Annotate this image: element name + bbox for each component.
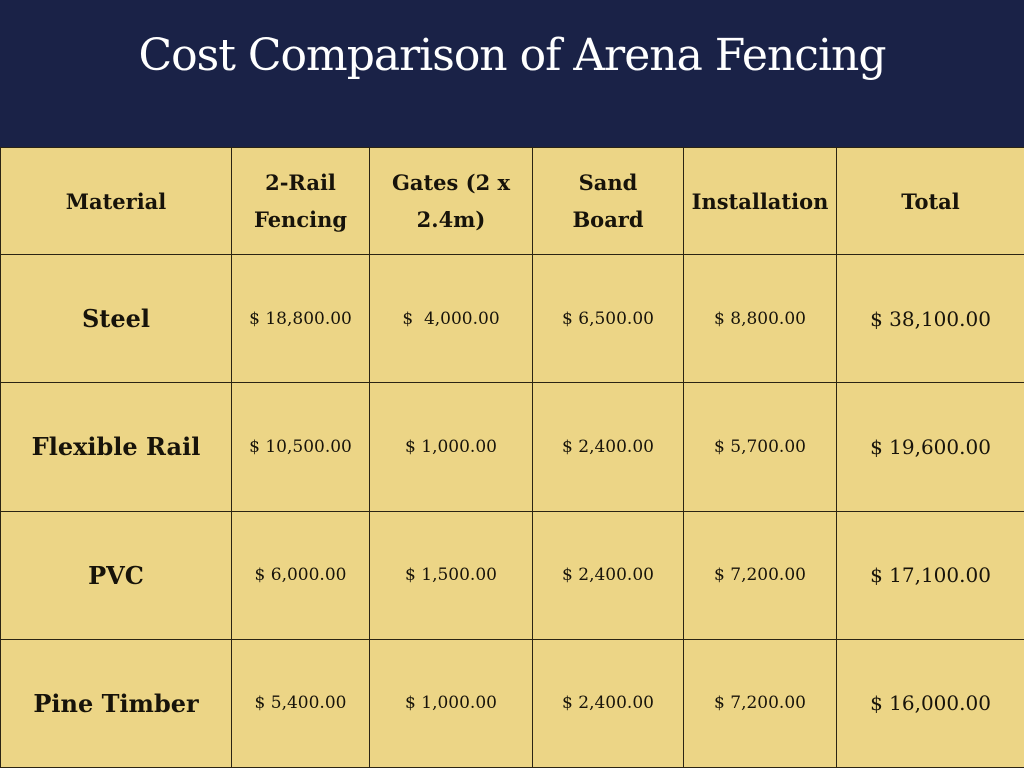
header-installation: Installation (683, 147, 837, 255)
table-row: Steel $ 18,800.00 $ 4,000.00 $ 6,500.00 … (0, 253, 1024, 384)
installation-cost-cell: $ 7,200.00 (683, 638, 837, 768)
rail-cost-cell: $ 18,800.00 (231, 253, 370, 384)
sand-board-cost-cell: $ 2,400.00 (532, 510, 684, 640)
header-sand-board: Sand Board (532, 147, 684, 255)
table-row: Pine Timber $ 5,400.00 $ 1,000.00 $ 2,40… (0, 638, 1024, 768)
installation-cost-cell: $ 8,800.00 (683, 253, 837, 384)
total-cost-cell: $ 19,600.00 (836, 382, 1024, 512)
header-material: Material (0, 147, 232, 255)
header-sand-board-label: Sand Board (572, 170, 644, 232)
rail-cost-cell: $ 10,500.00 (231, 382, 370, 512)
material-cell: Pine Timber (0, 638, 232, 768)
header-gates: Gates (2 x 2.4m) (369, 147, 533, 255)
sand-board-cost-cell: $ 6,500.00 (532, 253, 684, 384)
material-cell: PVC (0, 510, 232, 640)
header-gates-label: Gates (2 x 2.4m) (391, 170, 511, 232)
header-row: Material 2-Rail Fencing Gates (2 x 2.4m)… (0, 147, 1024, 255)
material-cell: Flexible Rail (0, 382, 232, 512)
rail-cost-cell: $ 6,000.00 (231, 510, 370, 640)
rail-cost-cell: $ 5,400.00 (231, 638, 370, 768)
gates-cost-cell: $ 1,000.00 (369, 638, 533, 768)
gates-cost-cell: $ 1,000.00 (369, 382, 533, 512)
table-row: Flexible Rail $ 10,500.00 $ 1,000.00 $ 2… (0, 382, 1024, 512)
cost-comparison-table: Material 2-Rail Fencing Gates (2 x 2.4m)… (0, 147, 1024, 768)
installation-cost-cell: $ 7,200.00 (683, 510, 837, 640)
page-title: Cost Comparison of Arena Fencing (138, 30, 886, 82)
sand-board-cost-cell: $ 2,400.00 (532, 382, 684, 512)
gates-cost-cell: $ 1,500.00 (369, 510, 533, 640)
header-total: Total (836, 147, 1024, 255)
installation-cost-cell: $ 5,700.00 (683, 382, 837, 512)
total-cost-cell: $ 17,100.00 (836, 510, 1024, 640)
gates-cost-cell: $ 4,000.00 (369, 253, 533, 384)
total-cost-cell: $ 38,100.00 (836, 253, 1024, 384)
sand-board-cost-cell: $ 2,400.00 (532, 638, 684, 768)
header-2-rail-fencing-label: 2-Rail Fencing (253, 170, 348, 232)
title-banner: Cost Comparison of Arena Fencing (0, 0, 1024, 147)
header-2-rail-fencing: 2-Rail Fencing (231, 147, 370, 255)
material-cell: Steel (0, 253, 232, 384)
table-row: PVC $ 6,000.00 $ 1,500.00 $ 2,400.00 $ 7… (0, 510, 1024, 640)
total-cost-cell: $ 16,000.00 (836, 638, 1024, 768)
